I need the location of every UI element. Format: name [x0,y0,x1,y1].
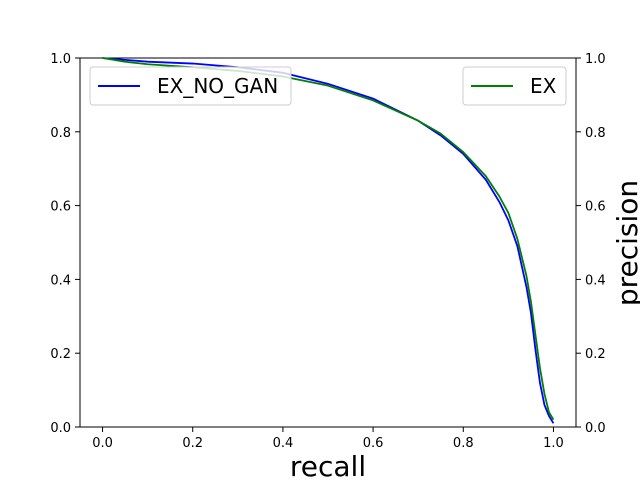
legend-label-ex-no-gan: EX_NO_GAN [157,74,278,98]
x-axis-label: recall [290,450,366,480]
tick-layer: 0.0 0.2 0.4 0.6 0.8 1.0 0.0 0.0 0.2 0.2 0.4 0.4 0.6 0… [50,52,605,451]
y-tick-label-right: 0.2 [585,347,606,362]
plot-area [79,57,577,428]
x-tick-label: 0.4 [273,436,294,451]
series-line-ex-no-gan [102,57,555,424]
legend-box [89,66,292,106]
y-tick-label-left: 0.4 [50,273,71,288]
legend-ex: EX [462,66,567,106]
y-tick-label-right: 0.4 [585,273,606,288]
y-tick-label-left: 0.6 [50,200,71,215]
y-tick-label-right: 1.0 [585,52,606,67]
y-tick-label-left: 0.0 [50,421,71,436]
y-tick-label-right: 0.6 [585,200,606,215]
legend-ex-no-gan: EX_NO_GAN [89,66,292,106]
y-tick-label-left: 1.0 [50,52,71,67]
y-axis-label: precision [611,180,640,306]
y-tick-label-left: 0.2 [50,347,71,362]
x-tick-label: 0.2 [182,436,203,451]
legend-label-ex: EX [530,74,557,98]
x-tick-label: 0.0 [92,436,113,451]
y-tick-label-right: 0.0 [585,421,606,436]
y-tick-label-left: 0.8 [50,126,71,141]
x-tick-label: 1.0 [543,436,564,451]
y-tick-label-right: 0.8 [585,126,606,141]
legend-box [462,66,567,106]
x-tick-label: 0.6 [363,436,384,451]
x-tick-label: 0.8 [453,436,474,451]
